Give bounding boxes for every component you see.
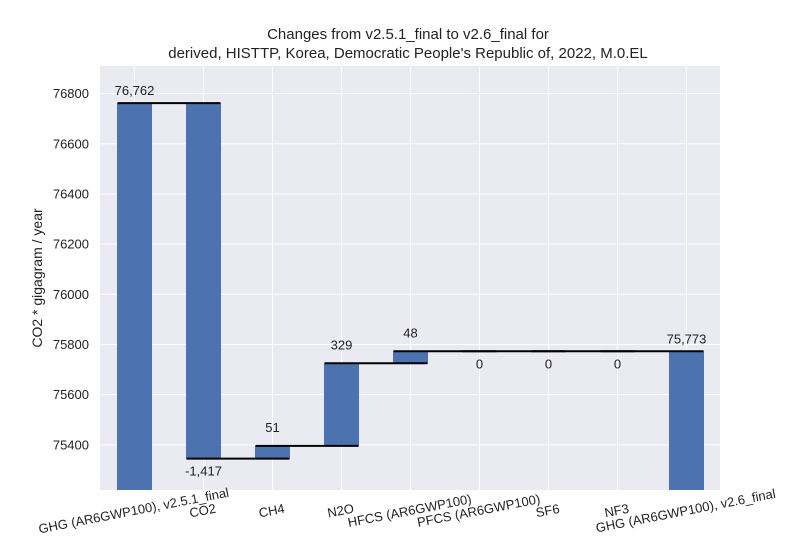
data-label: 48 xyxy=(403,325,417,340)
bar xyxy=(393,351,428,364)
y-tick-label: 75400 xyxy=(53,437,89,452)
y-tick-label: 75800 xyxy=(53,337,89,352)
y-tick-label: 76400 xyxy=(53,186,89,201)
bar xyxy=(117,103,152,491)
data-labels: 76,762 -1,417 51 329 48 0 0 0 75,773 xyxy=(115,83,707,479)
data-label: 75,773 xyxy=(667,331,707,346)
bar xyxy=(186,103,221,459)
bar xyxy=(669,351,704,490)
bar xyxy=(324,363,359,446)
x-tick-label: SF6 xyxy=(535,501,561,520)
bar xyxy=(255,445,290,459)
connector-lines xyxy=(117,102,704,460)
x-tick-label: NF3 xyxy=(603,501,630,520)
x-tick-label: CO2 xyxy=(188,501,217,521)
y-tick-label: 76000 xyxy=(53,287,89,302)
y-axis-label: CO2 * gigagram / year xyxy=(29,208,45,348)
y-axis-ticks: 75400 75600 75800 76000 76200 76400 76600 76800 xyxy=(53,86,89,452)
chart-title-line-2: derived, HISTTP, Korea, Democratic Peopl… xyxy=(168,45,648,62)
data-label: 0 xyxy=(545,356,552,371)
chart-title-line-1: Changes from v2.5.1_final to v2.6_final … xyxy=(267,26,549,43)
data-label: 329 xyxy=(331,337,353,352)
data-label: 51 xyxy=(265,420,279,435)
y-tick-label: 76800 xyxy=(53,86,89,101)
data-label: -1,417 xyxy=(185,464,222,479)
data-label: 0 xyxy=(614,356,621,371)
x-tick-label: CH4 xyxy=(257,501,285,521)
y-tick-label: 75600 xyxy=(53,387,89,402)
data-label: 76,762 xyxy=(115,83,155,98)
y-tick-label: 76200 xyxy=(53,237,89,252)
y-tick-label: 76600 xyxy=(53,136,89,151)
x-tick-label: N2O xyxy=(326,501,355,521)
bars-group xyxy=(117,103,704,491)
data-label: 0 xyxy=(476,356,483,371)
